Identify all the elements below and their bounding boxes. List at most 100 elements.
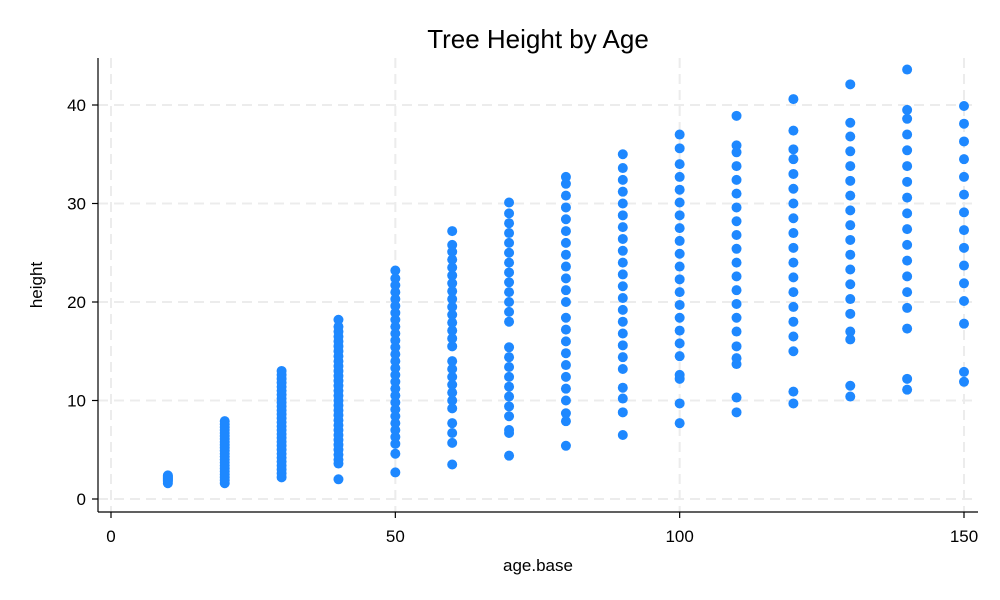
data-point <box>731 110 742 121</box>
data-point <box>617 149 628 160</box>
data-point <box>902 145 913 156</box>
data-point <box>504 425 515 436</box>
data-point <box>788 213 799 224</box>
data-point <box>560 440 571 451</box>
data-point <box>731 298 742 309</box>
data-point <box>504 218 515 229</box>
data-point <box>504 277 515 288</box>
data-point <box>674 171 685 182</box>
data-point <box>959 366 969 377</box>
data-point <box>447 428 458 439</box>
data-point <box>447 403 458 414</box>
data-point <box>788 198 799 209</box>
data-point <box>731 230 742 241</box>
data-point <box>504 267 515 278</box>
data-point <box>788 168 799 179</box>
data-point <box>731 392 742 403</box>
data-point <box>617 210 628 221</box>
data-point <box>504 237 515 248</box>
data-point <box>390 362 401 373</box>
data-point <box>845 220 856 231</box>
data-point <box>731 188 742 199</box>
data-point <box>902 373 913 384</box>
data-point <box>845 234 856 245</box>
data-point <box>731 326 742 337</box>
data-point <box>560 237 571 248</box>
data-point <box>617 352 628 363</box>
data-point <box>504 208 515 219</box>
data-point <box>447 459 458 470</box>
data-point <box>731 216 742 227</box>
data-point <box>560 408 571 419</box>
data-point <box>788 183 799 194</box>
data-point <box>731 257 742 268</box>
data-point <box>788 257 799 268</box>
data-point <box>447 387 458 398</box>
data-point <box>674 338 685 349</box>
axes <box>97 58 978 513</box>
data-point <box>560 360 571 371</box>
data-point <box>674 235 685 246</box>
data-point <box>674 418 685 429</box>
data-point <box>902 287 913 298</box>
data-point <box>731 243 742 254</box>
data-point <box>447 294 458 305</box>
data-point <box>617 363 628 374</box>
data-point <box>959 318 969 329</box>
data-point <box>560 297 571 307</box>
data-point <box>504 401 515 412</box>
data-point <box>845 249 856 260</box>
data-point <box>560 324 571 335</box>
data-point <box>390 280 401 291</box>
data-point <box>447 309 458 320</box>
data-point <box>788 386 799 397</box>
data-point <box>390 467 401 478</box>
data-point <box>390 314 401 325</box>
data-point <box>504 362 515 373</box>
data-point <box>617 304 628 315</box>
data-point <box>447 262 458 273</box>
data-point <box>788 331 799 342</box>
data-point <box>560 190 571 201</box>
data-point <box>447 341 458 352</box>
data-point <box>390 425 401 436</box>
data-point <box>447 333 458 344</box>
data-point <box>390 342 401 353</box>
data-point <box>504 316 515 327</box>
data-point <box>845 264 856 275</box>
data-point <box>731 271 742 282</box>
data-point <box>617 407 628 418</box>
data-point <box>902 208 913 219</box>
x-tick-label-0: 0 <box>106 527 115 546</box>
data-point <box>959 242 969 253</box>
data-point <box>390 321 401 332</box>
data-point <box>902 176 913 187</box>
data-point <box>333 474 344 485</box>
data-point <box>788 94 799 105</box>
data-point <box>674 210 685 221</box>
data-point <box>390 404 401 415</box>
data-point <box>447 437 458 448</box>
data-point <box>617 269 628 280</box>
data-point <box>617 257 628 268</box>
data-point <box>959 189 969 200</box>
data-point <box>447 239 458 250</box>
data-point <box>390 390 401 401</box>
data-point <box>504 306 515 317</box>
data-point <box>390 383 401 394</box>
data-point <box>390 294 401 305</box>
data-point <box>674 129 685 140</box>
data-point <box>959 207 969 218</box>
data-point <box>959 296 969 307</box>
data-point <box>447 379 458 390</box>
data-point <box>447 246 458 257</box>
data-point <box>788 228 799 239</box>
data-point <box>617 281 628 292</box>
data-point <box>959 171 969 182</box>
data-point <box>788 346 799 357</box>
data-point <box>674 299 685 310</box>
data-point <box>845 334 856 345</box>
data-point <box>845 294 856 305</box>
data-point <box>959 100 969 111</box>
data-point <box>959 260 969 271</box>
